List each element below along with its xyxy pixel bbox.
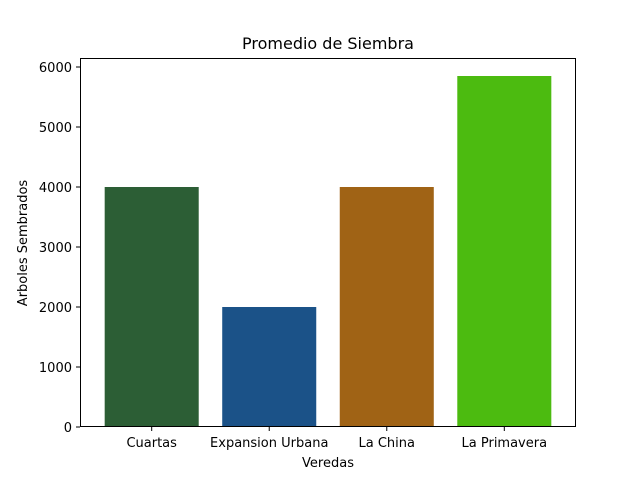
y-axis-label: Arboles Sembrados [16,180,31,307]
y-tick-label: 6000 [39,61,72,76]
y-tick-label: 3000 [39,241,72,256]
x-tick-label: Cuartas [126,436,177,451]
bar-cuartas [104,187,199,427]
bar-la-primavera [457,76,552,427]
bar-expansion-urbana [222,307,317,427]
x-tick-label: Expansion Urbana [210,436,328,451]
x-axis: Cuartas Expansion Urbana La China La Primav… [126,427,547,451]
bars-group [104,76,552,427]
bar-la-china [339,187,434,427]
y-axis: 0 1000 2000 3000 4000 5000 6000 [39,61,80,436]
x-tick-label: La China [359,436,415,451]
x-axis-label: Veredas [302,456,354,471]
y-tick-label: 2000 [39,301,72,316]
x-tick-label: La Primavera [462,436,548,451]
y-tick-label: 0 [64,421,72,436]
y-tick-label: 5000 [39,121,72,136]
y-tick-label: 1000 [39,361,72,376]
chart-title: Promedio de Siembra [242,34,414,53]
y-tick-label: 4000 [39,181,72,196]
plot-frame [80,58,576,427]
